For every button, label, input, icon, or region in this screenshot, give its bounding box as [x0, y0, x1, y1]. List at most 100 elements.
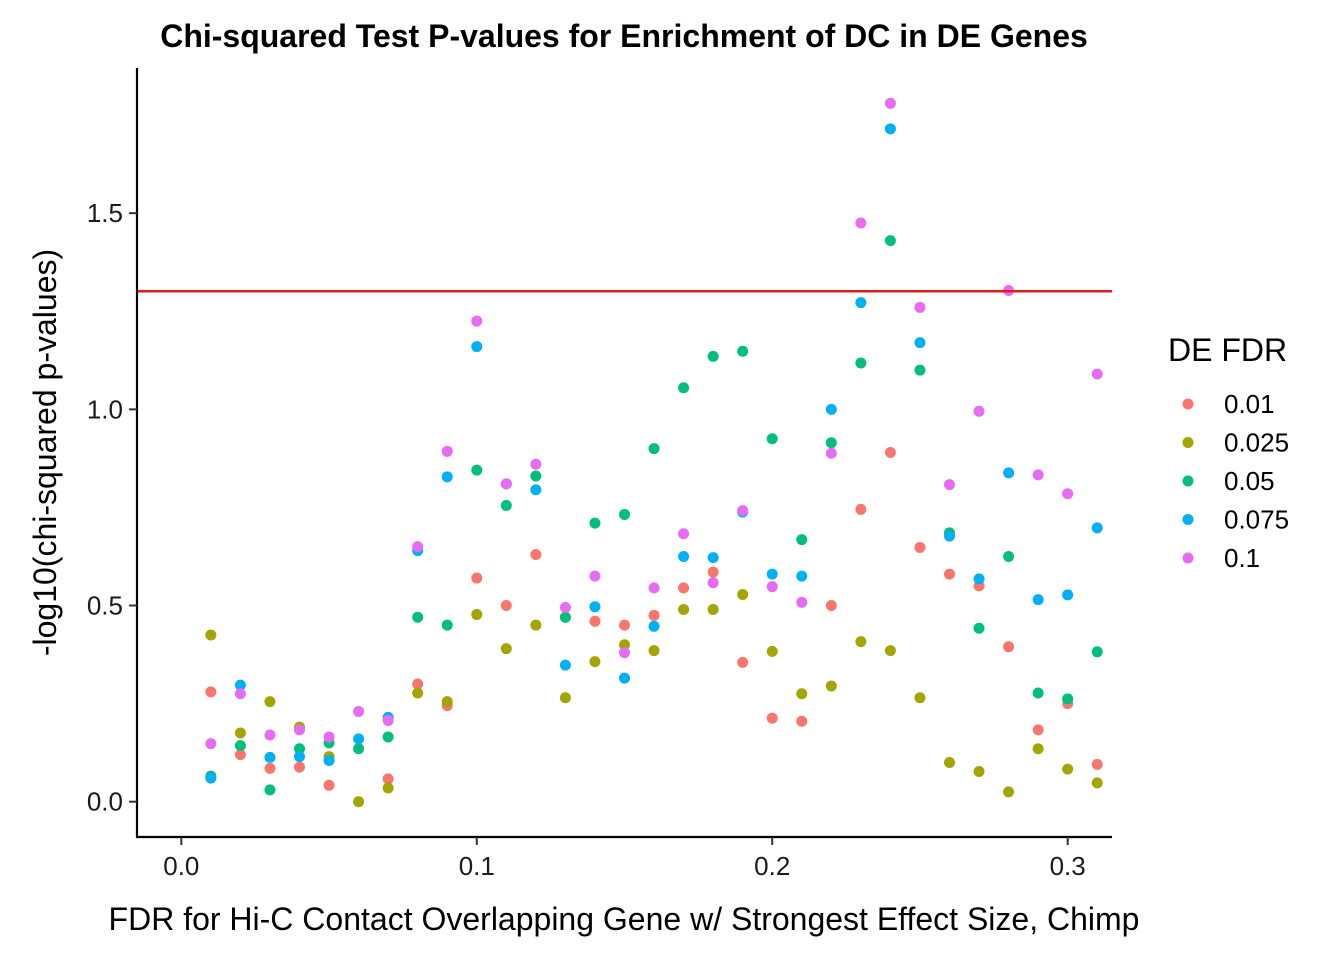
y-axis-title: -log10(chi-squared p-values)	[27, 249, 63, 656]
x-tick-label: 0.1	[459, 851, 495, 881]
data-point	[737, 656, 749, 668]
data-point	[234, 749, 246, 761]
data-point	[648, 609, 660, 621]
data-point	[648, 443, 660, 455]
data-point	[294, 724, 305, 736]
data-point	[914, 337, 926, 349]
data-point	[530, 458, 542, 470]
data-point	[412, 678, 424, 690]
data-point	[766, 581, 778, 593]
legend: DE FDR 0.01 0.025 0.05 0.075 0.1	[1168, 332, 1289, 573]
data-point	[619, 508, 630, 520]
data-point	[648, 645, 660, 657]
data-point	[412, 541, 424, 553]
data-point	[766, 433, 778, 445]
data-point	[234, 727, 246, 739]
legend-label: 0.1	[1224, 543, 1260, 573]
data-point	[234, 740, 246, 752]
data-point	[559, 601, 571, 613]
data-point	[707, 350, 719, 362]
series-0.1	[205, 97, 1103, 750]
data-point	[559, 692, 571, 704]
data-point	[766, 645, 778, 657]
data-point	[648, 620, 660, 632]
data-point	[825, 437, 837, 449]
data-point	[1091, 646, 1103, 658]
data-point	[205, 686, 217, 698]
data-point	[884, 123, 896, 135]
data-point	[1003, 641, 1015, 653]
data-point	[973, 405, 985, 417]
data-point	[1091, 758, 1103, 770]
legend-key	[1182, 475, 1194, 487]
data-point	[884, 235, 896, 247]
data-point	[589, 601, 601, 613]
data-point	[205, 738, 217, 750]
data-point	[1003, 786, 1015, 798]
data-point	[589, 570, 601, 582]
data-point	[500, 643, 512, 655]
data-point	[1032, 687, 1044, 699]
data-point	[737, 589, 749, 601]
chart-title: Chi-squared Test P-values for Enrichment…	[160, 18, 1088, 54]
data-point	[471, 572, 483, 584]
data-point	[323, 754, 335, 766]
data-point	[530, 549, 542, 561]
data-point	[294, 751, 305, 763]
data-point	[441, 471, 453, 483]
data-point	[707, 566, 719, 578]
legend-title: DE FDR	[1168, 332, 1287, 368]
data-point	[500, 600, 512, 612]
data-point	[855, 297, 867, 309]
y-tick-label: 1.5	[87, 198, 123, 228]
data-point	[855, 503, 867, 515]
data-point	[944, 479, 955, 491]
data-point	[382, 782, 394, 794]
data-point	[441, 445, 453, 457]
data-point	[944, 568, 955, 580]
data-point	[412, 611, 424, 623]
x-tick-label: 0.3	[1050, 851, 1086, 881]
data-point	[944, 530, 955, 542]
data-point	[796, 715, 808, 727]
legend-label: 0.025	[1224, 428, 1289, 458]
data-point	[500, 478, 512, 490]
data-point	[973, 573, 985, 585]
data-point	[796, 596, 808, 608]
data-point	[973, 622, 985, 634]
legend-label: 0.075	[1224, 505, 1289, 535]
data-point	[471, 464, 483, 476]
data-point	[264, 762, 276, 774]
y-tick-label: 1.0	[87, 394, 123, 424]
data-point	[1032, 594, 1044, 606]
data-point	[1091, 522, 1103, 534]
data-point	[1032, 743, 1044, 755]
data-point	[796, 534, 808, 546]
data-point	[353, 705, 365, 717]
data-point	[382, 731, 394, 743]
data-point	[234, 688, 246, 700]
data-point	[855, 636, 867, 648]
data-point	[1091, 777, 1103, 789]
data-point	[294, 743, 305, 755]
data-point	[1062, 589, 1074, 601]
data-point	[205, 772, 217, 784]
data-point	[796, 570, 808, 582]
y-tick-label: 0.0	[87, 787, 123, 817]
data-point	[914, 364, 926, 376]
data-point	[1062, 488, 1074, 500]
data-point	[323, 731, 335, 743]
data-point	[471, 341, 483, 353]
data-point	[973, 765, 985, 777]
data-point	[678, 528, 690, 540]
legend-label: 0.01	[1224, 389, 1275, 419]
data-point	[1091, 368, 1103, 380]
data-point	[1032, 724, 1044, 736]
legend-key	[1182, 437, 1194, 448]
data-point	[766, 568, 778, 580]
data-point	[737, 345, 749, 357]
data-point	[914, 541, 926, 553]
data-point	[884, 97, 896, 109]
data-point	[678, 582, 690, 594]
